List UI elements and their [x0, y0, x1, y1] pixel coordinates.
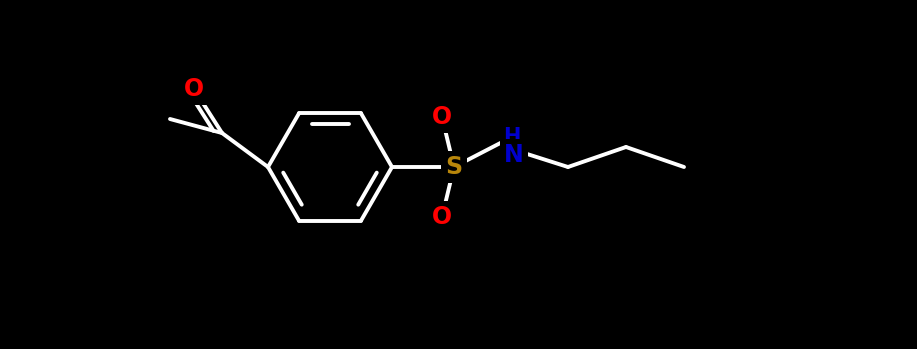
Text: N: N — [504, 143, 524, 167]
Text: H: H — [503, 127, 521, 147]
Text: S: S — [446, 155, 462, 179]
Text: O: O — [184, 77, 204, 101]
Text: O: O — [432, 205, 452, 229]
Text: O: O — [432, 105, 452, 129]
